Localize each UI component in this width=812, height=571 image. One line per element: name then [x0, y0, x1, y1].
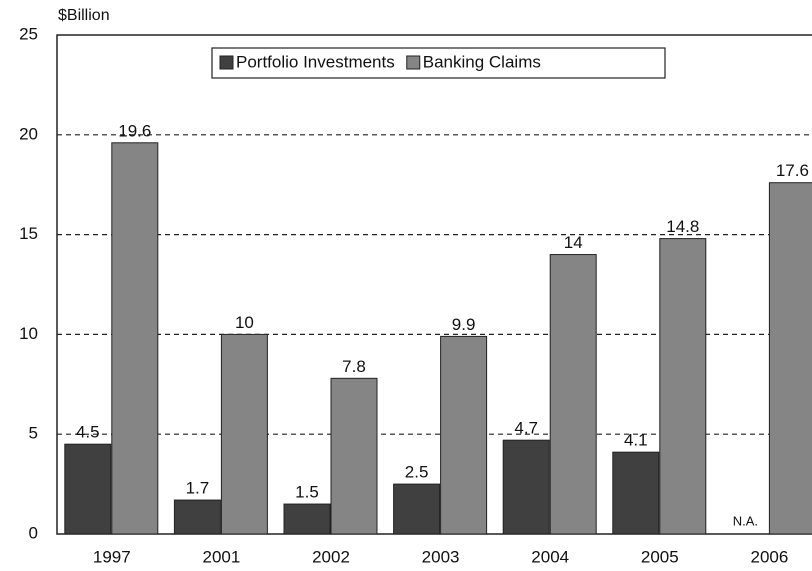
x-tick-label: 2001 — [202, 547, 240, 566]
bar — [659, 238, 707, 535]
data-label: 14.8 — [666, 217, 699, 236]
y-tick-label: 5 — [29, 424, 38, 443]
data-label: 4.7 — [514, 419, 538, 438]
bar — [549, 254, 597, 535]
data-label: 2.5 — [405, 463, 429, 482]
bar — [283, 503, 331, 535]
bar — [440, 335, 488, 535]
legend-label: Portfolio Investments — [236, 52, 395, 71]
bar — [768, 182, 812, 535]
data-label: 10 — [235, 313, 254, 332]
x-tick-label: 2006 — [750, 547, 788, 566]
data-label: 4.1 — [624, 431, 648, 450]
data-label: 7.8 — [342, 357, 366, 376]
data-label: 19.6 — [118, 121, 151, 140]
bar — [64, 443, 112, 535]
y-axis-label: $Billion — [58, 7, 110, 24]
bar — [393, 483, 441, 535]
data-label: 9.9 — [452, 315, 476, 334]
legend-label: Banking Claims — [423, 52, 541, 71]
data-label: 4.5 — [76, 423, 100, 442]
y-tick-label: 0 — [29, 523, 38, 542]
y-tick-label: 20 — [19, 124, 38, 143]
y-tick-label: 25 — [19, 24, 38, 43]
x-tick-label: 2005 — [641, 547, 679, 566]
x-tick-label: 1997 — [93, 547, 131, 566]
data-label: 1.7 — [186, 479, 210, 498]
data-label: N.A. — [733, 513, 758, 528]
bar — [111, 142, 159, 535]
data-label: 17.6 — [776, 161, 809, 180]
legend-box — [211, 47, 666, 79]
x-tick-label: 2002 — [312, 547, 350, 566]
bar — [173, 499, 221, 535]
bar — [330, 377, 378, 535]
bar — [502, 439, 550, 535]
legend-swatch — [406, 55, 421, 70]
bar — [220, 333, 268, 535]
data-label: 1.5 — [295, 483, 319, 502]
y-tick-label: 15 — [19, 224, 38, 243]
y-tick-label: 10 — [19, 324, 38, 343]
data-label: 14 — [564, 233, 583, 252]
x-tick-label: 2004 — [531, 547, 569, 566]
x-tick-label: 2003 — [422, 547, 460, 566]
bar — [612, 451, 660, 535]
legend-swatch — [219, 55, 234, 70]
